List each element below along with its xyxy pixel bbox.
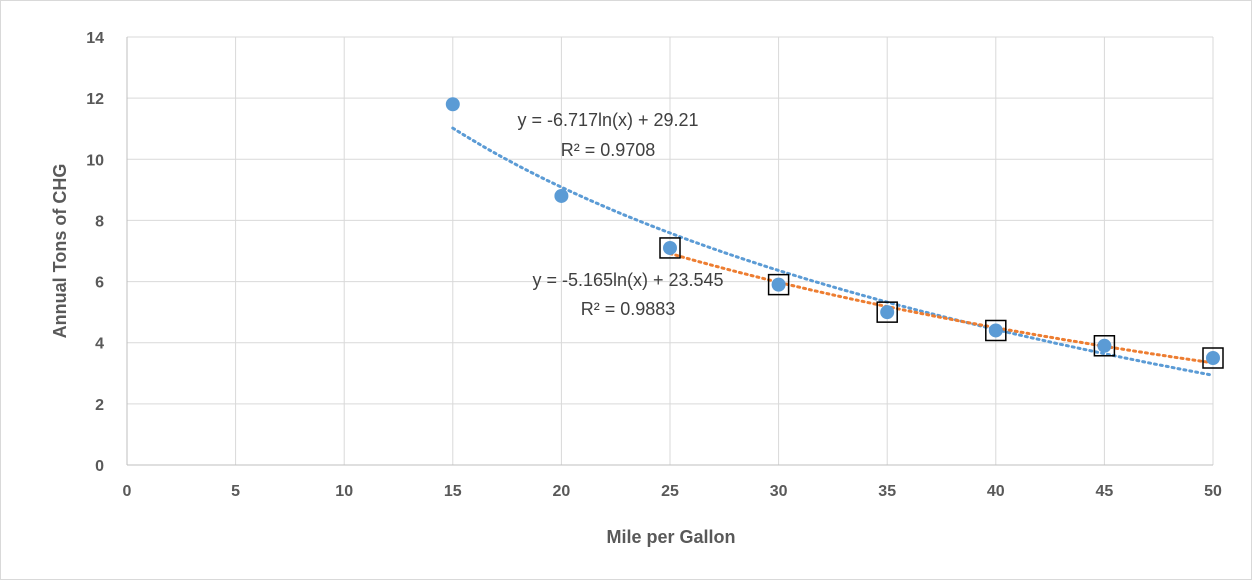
trendline-labels: y = -6.717ln(x) + 29.21 R² = 0.9708 y = … [517, 110, 723, 319]
highlight-box [1202, 347, 1224, 369]
highlight-box [985, 319, 1007, 342]
trendline-2-r2: R² = 0.9883 [581, 299, 676, 319]
x-tick-label: 45 [1096, 483, 1114, 500]
x-tick-label: 0 [123, 483, 132, 500]
y-tick-label: 10 [86, 152, 104, 169]
highlight-box [1093, 335, 1116, 357]
data-point [988, 323, 1003, 338]
trendlines [451, 126, 1215, 377]
data-point [880, 305, 895, 320]
data-point [445, 97, 460, 112]
x-tick-label: 20 [553, 483, 571, 500]
data-point [663, 240, 677, 255]
x-axis-title: Mile per Gallon [606, 527, 735, 547]
x-tick-label: 40 [987, 483, 1005, 500]
data-point [771, 277, 786, 292]
highlight-box [767, 273, 790, 296]
y-tick-label: 0 [95, 458, 104, 475]
x-tick-label: 10 [335, 483, 353, 500]
data-point [554, 188, 569, 203]
x-tick-label: 15 [444, 483, 462, 500]
highlight-box [659, 237, 681, 259]
axes: 0 5 10 15 20 25 30 35 40 45 50 0 2 4 6 8 10 12 14 [86, 30, 1222, 500]
trendline-1-r2: R² = 0.9708 [561, 140, 656, 160]
y-tick-label: 12 [86, 91, 104, 108]
x-tick-label: 25 [661, 483, 679, 500]
trendline-1-equation: y = -6.717ln(x) + 29.21 [517, 110, 698, 130]
y-tick-label: 8 [95, 213, 104, 230]
data-point [1206, 351, 1220, 365]
data-points [445, 97, 1220, 365]
trendline-2 [668, 252, 1215, 365]
y-tick-label: 4 [95, 336, 104, 353]
x-tick-label: 35 [878, 483, 896, 500]
y-axis-title: Annual Tons of CHG [50, 164, 70, 339]
data-point [1097, 338, 1112, 353]
y-tick-label: 2 [95, 397, 104, 414]
gridlines [127, 36, 1214, 465]
x-tick-label: 5 [231, 483, 240, 500]
highlight-markers [659, 237, 1224, 369]
highlight-box [876, 301, 898, 323]
trendline-1 [451, 126, 1215, 377]
y-tick-label: 6 [95, 275, 104, 292]
x-tick-label: 50 [1204, 483, 1222, 500]
trendline-2-equation: y = -5.165ln(x) + 23.545 [532, 270, 723, 290]
x-tick-label: 30 [770, 483, 788, 500]
y-tick-label: 14 [86, 30, 104, 47]
